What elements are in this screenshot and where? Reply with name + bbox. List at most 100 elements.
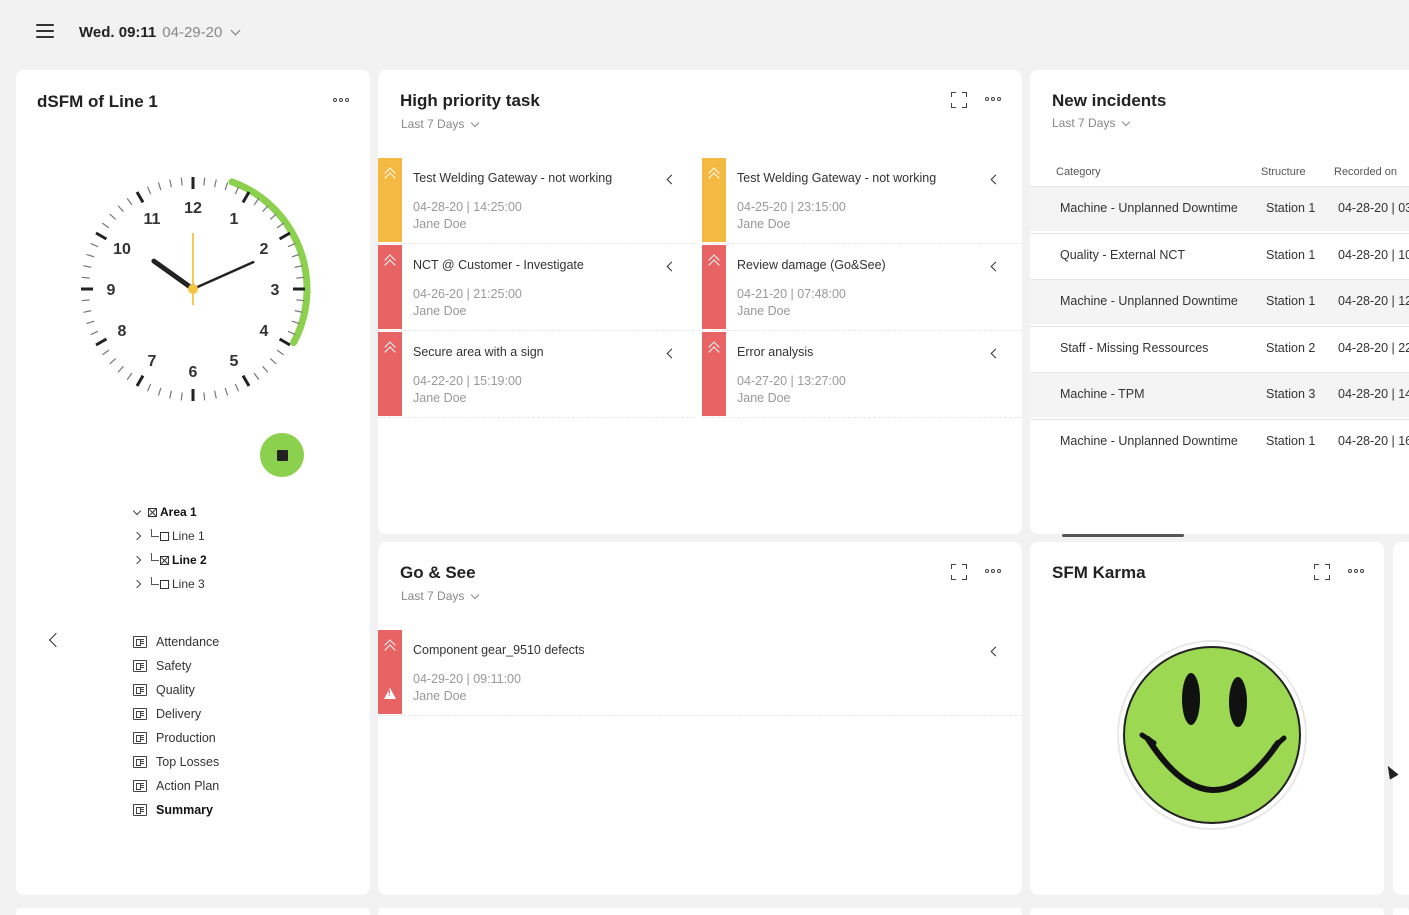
- clock-tick: [135, 374, 145, 387]
- clock-tick: [294, 310, 303, 313]
- table-row[interactable]: Machine - TPM Station 3 04-28-20 | 14: [1030, 372, 1409, 417]
- tree-connector: [151, 529, 159, 537]
- clock-tick: [146, 186, 152, 195]
- next-row-card: [1030, 908, 1384, 915]
- clock-tick: [203, 177, 206, 186]
- tree-item-line-1[interactable]: Line 1: [132, 527, 205, 545]
- hamburger-icon[interactable]: [36, 24, 54, 40]
- table-row[interactable]: Machine - Unplanned Downtime Station 1 0…: [1030, 279, 1409, 324]
- menu-item-quality[interactable]: Quality: [133, 681, 195, 699]
- clock-tick: [287, 330, 296, 336]
- chevron-left-icon[interactable]: [666, 348, 677, 359]
- task-date: 04-26-20 | 21:25:00: [413, 287, 522, 301]
- cell-category: Machine - Unplanned Downtime: [1060, 201, 1238, 215]
- chevron-down-icon: [471, 118, 480, 127]
- chevron-right-icon: [132, 555, 142, 565]
- chevron-left-icon[interactable]: [990, 261, 1001, 272]
- task-item[interactable]: Test Welding Gateway - not working 04-28…: [378, 158, 694, 244]
- tree-item-line-2[interactable]: Line 2: [132, 551, 207, 569]
- chevron-left-icon[interactable]: [666, 261, 677, 272]
- clock-tick: [169, 390, 172, 399]
- tree-label-line-1: Line 1: [172, 529, 205, 543]
- clock-tick: [214, 179, 217, 188]
- task-item[interactable]: Test Welding Gateway - not working 04-25…: [702, 158, 1022, 244]
- task-assignee: Jane Doe: [737, 391, 791, 405]
- table-row[interactable]: Machine - Unplanned Downtime Station 1 0…: [1030, 186, 1409, 231]
- more-options-icon[interactable]: [333, 98, 349, 102]
- period-filter-label: Last 7 Days: [401, 117, 465, 131]
- clock-tick: [262, 205, 269, 213]
- table-row[interactable]: Machine - Unplanned Downtime Station 1 0…: [1030, 419, 1409, 464]
- date-selector[interactable]: Wed. 09:11 04-29-20: [79, 24, 241, 41]
- chevron-left-icon[interactable]: [990, 348, 1001, 359]
- smiley-face-icon: [1117, 640, 1307, 830]
- dsfm-title: dSFM of Line 1: [37, 92, 158, 111]
- table-row[interactable]: Staff - Missing Ressources Station 2 04-…: [1030, 326, 1409, 371]
- expand-icon[interactable]: [951, 564, 967, 580]
- checkbox-icon: [160, 579, 169, 589]
- period-filter[interactable]: Last 7 Days: [401, 117, 480, 131]
- incidents-card: New incidents Last 7 Days Category Struc…: [1030, 70, 1409, 534]
- checkbox-checked-icon: [160, 555, 169, 565]
- task-item[interactable]: Secure area with a sign 04-22-20 | 15:19…: [378, 332, 694, 418]
- menu-item-delivery[interactable]: Delivery: [133, 705, 201, 723]
- high-priority-card: High priority task Last 7 Days Test Weld…: [378, 70, 1022, 534]
- column-header-recorded-on[interactable]: Recorded on: [1334, 166, 1397, 178]
- menu-item-top-losses[interactable]: Top Losses: [133, 753, 219, 771]
- more-options-icon[interactable]: [985, 569, 1001, 573]
- clock-number: 10: [113, 241, 131, 258]
- tree-item-area[interactable]: Area 1: [132, 503, 197, 521]
- task-date: 04-25-20 | 23:15:00: [737, 200, 846, 214]
- task-assignee: Jane Doe: [413, 391, 467, 405]
- tree-label-line-3: Line 3: [172, 577, 205, 591]
- clock-tick: [109, 213, 117, 220]
- clock-tick: [269, 213, 277, 220]
- chevron-left-icon[interactable]: [990, 174, 1001, 185]
- column-header-structure[interactable]: Structure: [1261, 166, 1306, 178]
- table-row[interactable]: Quality - External NCT Station 1 04-28-2…: [1030, 233, 1409, 278]
- task-item[interactable]: Component gear_9510 defects 04-29-20 | 0…: [378, 630, 1022, 716]
- menu-item-production[interactable]: Production: [133, 729, 216, 747]
- expand-icon[interactable]: [951, 92, 967, 108]
- task-item[interactable]: Review damage (Go&See) 04-21-20 | 07:48:…: [702, 245, 1022, 331]
- horizontal-scrollbar[interactable]: [1062, 534, 1184, 537]
- cell-category: Staff - Missing Ressources: [1060, 341, 1209, 355]
- stop-button[interactable]: [260, 433, 304, 477]
- menu-item-attendance[interactable]: Attendance: [133, 633, 219, 651]
- incidents-title: New incidents: [1052, 91, 1167, 110]
- more-options-icon[interactable]: [985, 97, 1001, 101]
- clock-number: 4: [260, 323, 269, 340]
- chevron-left-icon[interactable]: [666, 174, 677, 185]
- task-item[interactable]: Error analysis 04-27-20 | 13:27:00 Jane …: [702, 332, 1022, 418]
- cell-recorded-on: 04-28-20 | 10: [1338, 248, 1409, 262]
- period-filter[interactable]: Last 7 Days: [401, 589, 480, 603]
- clock-tick: [102, 222, 110, 229]
- clock-number: 5: [230, 353, 239, 370]
- clock-number: 1: [230, 211, 239, 228]
- chevron-left-icon[interactable]: [990, 646, 1001, 657]
- priority-high-icon: [708, 341, 720, 358]
- period-filter[interactable]: Last 7 Days: [1052, 116, 1131, 130]
- board-icon: [133, 660, 147, 672]
- clock-tick: [146, 383, 152, 392]
- clock-hour-hand: [151, 258, 196, 292]
- cell-category: Machine - TPM: [1060, 387, 1145, 401]
- task-title: Component gear_9510 defects: [413, 643, 585, 657]
- clock-tick: [117, 365, 124, 373]
- menu-item-safety[interactable]: Safety: [133, 657, 191, 675]
- tree-item-line-3[interactable]: Line 3: [132, 575, 205, 593]
- expand-icon[interactable]: [1314, 564, 1330, 580]
- menu-item-action-plan[interactable]: Action Plan: [133, 777, 219, 795]
- task-assignee: Jane Doe: [737, 304, 791, 318]
- more-options-icon[interactable]: [1348, 569, 1364, 573]
- column-header-category[interactable]: Category: [1056, 166, 1101, 178]
- task-item[interactable]: NCT @ Customer - Investigate 04-26-20 | …: [378, 245, 694, 331]
- menu-label: Attendance: [156, 635, 220, 649]
- clock-tick: [253, 372, 260, 380]
- task-title: Review damage (Go&See): [737, 258, 886, 272]
- clock-number: 3: [271, 282, 280, 299]
- menu-item-summary[interactable]: Summary: [133, 801, 213, 819]
- warning-icon: [384, 688, 396, 699]
- clock-tick: [276, 222, 284, 229]
